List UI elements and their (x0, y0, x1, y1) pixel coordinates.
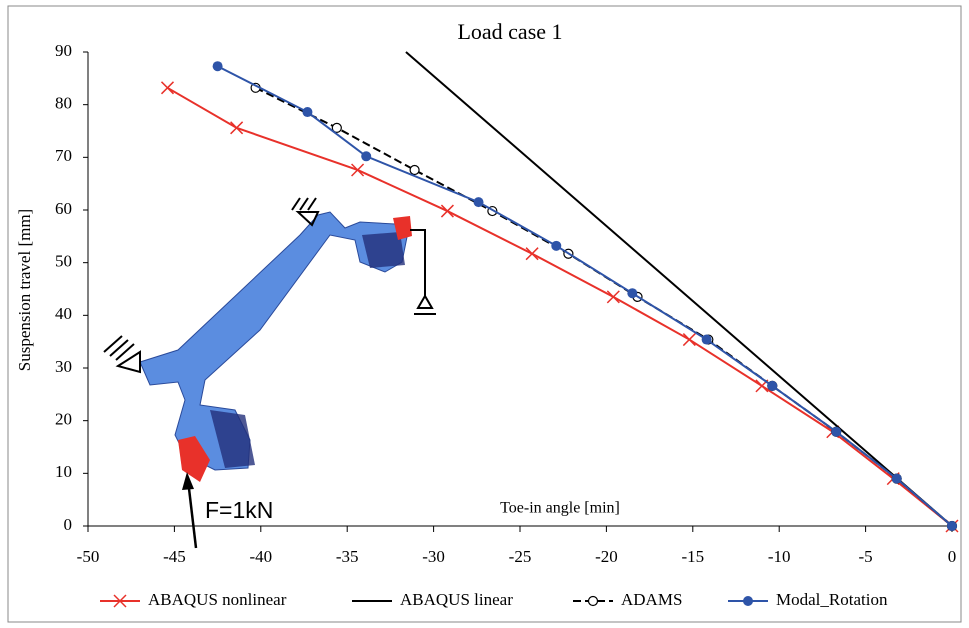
x-tick-label: -30 (422, 547, 445, 566)
y-tick-label: 40 (55, 304, 72, 323)
marker (627, 288, 637, 298)
x-tick-label: -45 (163, 547, 186, 566)
chart: Load case 1 Toe-in angle [min] Suspensio… (0, 0, 969, 628)
chart-title: Load case 1 (457, 19, 562, 44)
legend-label: ABAQUS linear (400, 590, 513, 609)
legend-label: ABAQUS nonlinear (148, 590, 287, 609)
legend-label: Modal_Rotation (776, 590, 888, 609)
y-tick-label: 70 (55, 146, 72, 165)
y-tick-label: 60 (55, 199, 72, 218)
y-axis-label: Suspension travel [mm] (15, 209, 34, 371)
x-tick-label: -25 (509, 547, 532, 566)
x-tick-label: -35 (336, 547, 359, 566)
x-tick-label: -5 (859, 547, 873, 566)
y-tick-label: 0 (64, 515, 73, 534)
marker (947, 521, 957, 531)
frame (8, 6, 961, 622)
x-tick-label: 0 (948, 547, 957, 566)
marker (410, 165, 419, 174)
x-tick-label: -10 (768, 547, 791, 566)
marker (551, 241, 561, 251)
marker (831, 427, 841, 437)
force-annotation: F=1kN (205, 497, 273, 523)
x-tick-label: -50 (77, 547, 100, 566)
y-tick-label: 30 (55, 357, 72, 376)
x-tick-label: -15 (681, 547, 704, 566)
marker (302, 107, 312, 117)
x-axis-label: Toe-in angle [min] (500, 500, 620, 517)
y-tick-label: 10 (55, 462, 72, 481)
y-tick-label: 80 (55, 94, 72, 113)
y-tick-label: 90 (55, 41, 72, 60)
marker (702, 335, 712, 345)
marker (213, 61, 223, 71)
legend-label: ADAMS (621, 590, 682, 609)
y-tick-label: 20 (55, 410, 72, 429)
legend-marker (743, 596, 753, 606)
marker (361, 151, 371, 161)
legend-marker (589, 597, 598, 606)
marker (474, 197, 484, 207)
y-tick-label: 50 (55, 252, 72, 271)
marker (892, 474, 902, 484)
x-tick-label: -20 (595, 547, 618, 566)
x-tick-label: -40 (249, 547, 272, 566)
marker (767, 381, 777, 391)
